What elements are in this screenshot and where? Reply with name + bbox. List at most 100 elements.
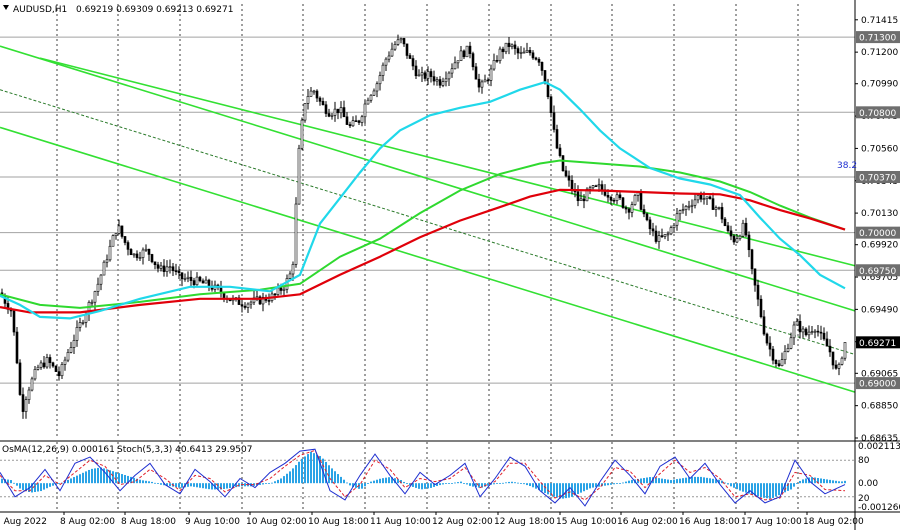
chart-menu-triangle-icon[interactable] — [3, 5, 9, 10]
bull-candle — [810, 331, 814, 333]
bear-candle — [486, 79, 490, 82]
bull-candle — [657, 235, 661, 242]
bear-candle — [654, 230, 658, 242]
bull-candle — [132, 253, 136, 256]
osma-bar — [586, 483, 588, 490]
bull-candle — [369, 94, 373, 101]
time-tick-label: 12 Aug 02:00 — [432, 517, 493, 527]
bear-candle — [828, 345, 832, 353]
osma-bar — [163, 483, 165, 486]
bear-candle — [135, 253, 139, 258]
osma-bar — [523, 483, 525, 485]
osma-bar — [280, 478, 282, 484]
bull-candle — [483, 79, 487, 83]
osma-bar — [529, 483, 531, 487]
bull-candle — [441, 81, 445, 86]
osma-bar — [715, 479, 717, 484]
osc-axis-label: -0.001260 — [858, 503, 900, 513]
channel-mid-line — [0, 89, 856, 355]
price-tick-label: 0.71200 — [861, 48, 898, 58]
osc-axis-label: 80 — [858, 456, 870, 466]
bear-candle — [468, 45, 472, 54]
bull-candle — [144, 248, 148, 251]
ema-green-line — [0, 159, 846, 309]
bear-candle — [336, 108, 340, 114]
osma-bar — [433, 483, 435, 487]
bear-candle — [624, 207, 628, 210]
osma-bar — [772, 483, 774, 498]
time-tick-label: 16 Aug 18:00 — [679, 517, 740, 527]
osma-bar — [454, 482, 456, 484]
osma-bar — [739, 483, 741, 491]
bear-candle — [747, 234, 751, 251]
bull-candle — [591, 185, 595, 189]
osma-bar — [289, 471, 291, 484]
bear-candle — [258, 296, 262, 305]
stoch-label: Stoch(5,3,3) 40.6413 29.9507 — [117, 445, 252, 455]
price-tick-label: 0.68850 — [861, 402, 898, 412]
bear-candle — [723, 218, 727, 227]
osma-bar — [595, 483, 597, 488]
osma-bar — [445, 483, 447, 484]
osma-bar — [265, 483, 267, 484]
bear-candle — [555, 129, 559, 149]
bull-candle — [381, 64, 385, 76]
osma-bar — [142, 480, 144, 484]
bull-candle — [453, 62, 457, 70]
bear-candle — [825, 338, 829, 347]
osma-bar — [622, 482, 624, 484]
bear-candle — [495, 60, 499, 62]
bull-candle — [705, 196, 709, 200]
osma-bar — [811, 477, 813, 484]
bull-candle — [363, 103, 367, 118]
bear-candle — [348, 124, 352, 127]
osma-bar — [694, 476, 696, 484]
bull-candle — [789, 337, 793, 349]
bull-candle — [183, 278, 187, 280]
bull-candle — [312, 90, 316, 93]
time-tick-label: 8 Aug 02:00 — [60, 517, 115, 527]
osma-bar — [688, 477, 690, 484]
bear-candle — [3, 296, 7, 304]
price-tick-label: 0.69920 — [861, 241, 898, 251]
osma-bar — [406, 483, 408, 484]
osma-bar — [7, 479, 9, 484]
osma-bar — [193, 483, 195, 487]
osma-bar — [409, 483, 411, 486]
osma-bar — [274, 481, 276, 484]
bull-candle — [738, 235, 742, 239]
bull-candle — [276, 287, 280, 295]
bull-candle — [780, 359, 784, 366]
osma-bar — [736, 483, 738, 490]
osma-bar — [55, 483, 57, 485]
osma-bar — [22, 483, 24, 491]
bear-candle — [756, 284, 760, 300]
osma-bar — [472, 483, 474, 487]
osma-bar — [460, 481, 462, 484]
osma-bar — [145, 480, 147, 484]
osma-bar — [550, 483, 552, 496]
osma-bar — [517, 482, 519, 484]
time-tick-label: 8 Aug 18:00 — [121, 517, 176, 527]
osma-bar — [505, 482, 507, 484]
bear-candle — [729, 230, 733, 237]
trend-channels — [0, 45, 856, 393]
bear-candle — [528, 49, 532, 54]
bear-candle — [612, 199, 616, 202]
channel-lower-2-line — [39, 57, 856, 267]
osma-bar — [271, 482, 273, 484]
bull-candle — [435, 79, 439, 82]
osma-bar — [793, 483, 795, 487]
osma-bar — [418, 483, 420, 489]
osma-bar — [37, 483, 39, 492]
bear-candle — [357, 120, 361, 123]
bull-candle — [681, 209, 685, 211]
bear-candle — [162, 265, 166, 272]
bear-candle — [762, 316, 766, 335]
time-tick-label: 5 Aug 2022 — [0, 517, 47, 527]
price-tags: 38.20.713000.708000.703700.700000.697500… — [837, 31, 900, 390]
bull-candle — [390, 48, 394, 57]
bear-candle — [558, 147, 562, 156]
